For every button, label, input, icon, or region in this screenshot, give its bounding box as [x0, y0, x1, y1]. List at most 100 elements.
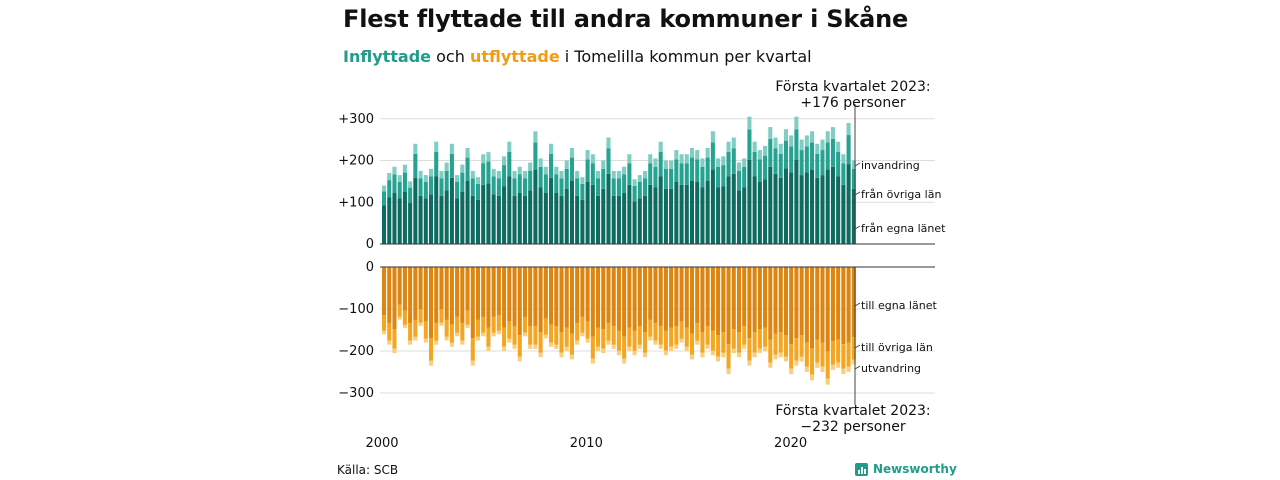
bar-out-emigration [799, 356, 804, 362]
bar-in-other-counties [455, 182, 460, 199]
bar-out-own-county [549, 267, 554, 325]
bar-out-other-counties [794, 338, 799, 361]
bar-in-other-counties [549, 153, 554, 178]
bar-out-other-counties [382, 315, 387, 331]
bar-out-other-counties [789, 344, 794, 369]
bar-out-own-county [815, 267, 820, 340]
bar-in-own-county [752, 176, 757, 244]
bar-out-other-counties [773, 333, 778, 355]
y-tick-label-bottom: 0 [366, 260, 374, 275]
bar-in-other-counties [538, 166, 543, 188]
bar-out-other-counties [721, 332, 726, 353]
bar-out-other-counties [653, 322, 658, 341]
bar-in-immigration [778, 143, 783, 154]
bar-in-other-counties [611, 178, 616, 196]
bar-out-own-county [528, 267, 533, 326]
bar-in-other-counties [444, 170, 449, 191]
bar-in-immigration [496, 170, 501, 179]
bar-in-own-county [846, 164, 851, 244]
bar-in-immigration [569, 147, 574, 158]
bar-out-own-county [836, 267, 841, 340]
bar-out-emigration [590, 358, 595, 364]
bar-out-other-counties [742, 325, 747, 345]
bar-out-own-county [606, 267, 611, 323]
bar-out-emigration [710, 350, 715, 356]
bar-in-other-counties [747, 129, 752, 160]
x-tick-label: 2000 [365, 436, 398, 451]
axes [380, 243, 935, 268]
bar-out-emigration [627, 346, 632, 351]
bar-out-own-county [590, 267, 595, 337]
bar-in-immigration [731, 137, 736, 149]
bar-out-own-county [783, 267, 788, 336]
bar-in-own-county [559, 195, 564, 244]
bar-in-immigration [783, 129, 788, 141]
bar-out-other-counties [575, 322, 580, 341]
series-label-in-own-county: från egna länet [861, 222, 946, 235]
bar-out-emigration [397, 316, 402, 320]
bar-out-emigration [408, 340, 413, 345]
bar-out-other-counties [716, 335, 721, 357]
bar-in-other-counties [392, 174, 397, 194]
bar-out-other-counties [449, 324, 454, 343]
bar-in-other-counties [804, 146, 809, 173]
bar-out-other-counties [538, 332, 543, 353]
bar-out-own-county [773, 267, 778, 334]
bar-out-emigration [820, 366, 825, 372]
bar-in-own-county [601, 188, 606, 244]
bar-out-emigration [663, 350, 668, 356]
bar-out-own-county [533, 267, 538, 326]
bar-in-immigration [554, 166, 559, 175]
bar-in-other-counties [601, 168, 606, 189]
bar-out-own-county [736, 267, 742, 333]
bar-in-other-counties [475, 183, 481, 200]
bar-out-other-counties [392, 328, 397, 349]
bar-out-other-counties [658, 325, 663, 345]
bar-in-immigration [768, 127, 773, 139]
bar-out-other-counties [387, 322, 392, 341]
bar-in-own-county [736, 190, 742, 244]
y-tick-label-bottom: −100 [338, 302, 374, 317]
bar-in-other-counties [763, 155, 768, 180]
bar-in-other-counties [627, 163, 632, 185]
bar-in-immigration [846, 122, 851, 136]
bar-in-other-counties [502, 165, 507, 187]
bar-out-emigration [465, 324, 470, 328]
series-label-out-own-county: till egna länet [861, 299, 937, 312]
bar-out-own-county [512, 267, 517, 326]
bar-out-emigration [658, 344, 663, 349]
bar-in-other-counties [559, 178, 564, 196]
bar-in-other-counties [851, 168, 856, 189]
bar-in-own-county [632, 201, 637, 244]
bar-in-other-counties [689, 157, 695, 181]
bar-out-own-county [716, 267, 721, 336]
bar-out-emigration [763, 346, 768, 351]
bar-out-emigration [632, 350, 637, 356]
bar-in-own-county [444, 190, 449, 244]
bar-in-immigration [470, 170, 475, 179]
series-label-in-own-county-tick [854, 225, 861, 230]
bar-out-own-county [778, 267, 783, 333]
bar-in-other-counties [585, 159, 590, 183]
bar-out-other-counties [689, 333, 695, 355]
bar-in-immigration [423, 175, 428, 183]
bar-out-own-county [689, 267, 695, 334]
bar-in-immigration [611, 170, 616, 179]
bar-in-immigration [444, 162, 449, 171]
bar-out-own-county [757, 267, 762, 329]
bar-in-own-county [799, 175, 804, 244]
bar-in-immigration [528, 162, 533, 171]
bar-in-other-counties [616, 178, 621, 196]
bar-in-other-counties [731, 148, 736, 174]
bar-in-other-counties [820, 150, 825, 176]
bar-in-own-county [763, 179, 768, 244]
bar-in-immigration [830, 127, 835, 139]
bar-out-emigration [679, 338, 684, 343]
bar-in-own-county [794, 159, 799, 244]
bar-in-other-counties [773, 148, 778, 174]
bar-out-own-county [455, 267, 460, 317]
bar-out-emigration [455, 332, 460, 337]
bar-out-own-county [679, 267, 684, 322]
bar-out-other-counties [470, 338, 475, 361]
